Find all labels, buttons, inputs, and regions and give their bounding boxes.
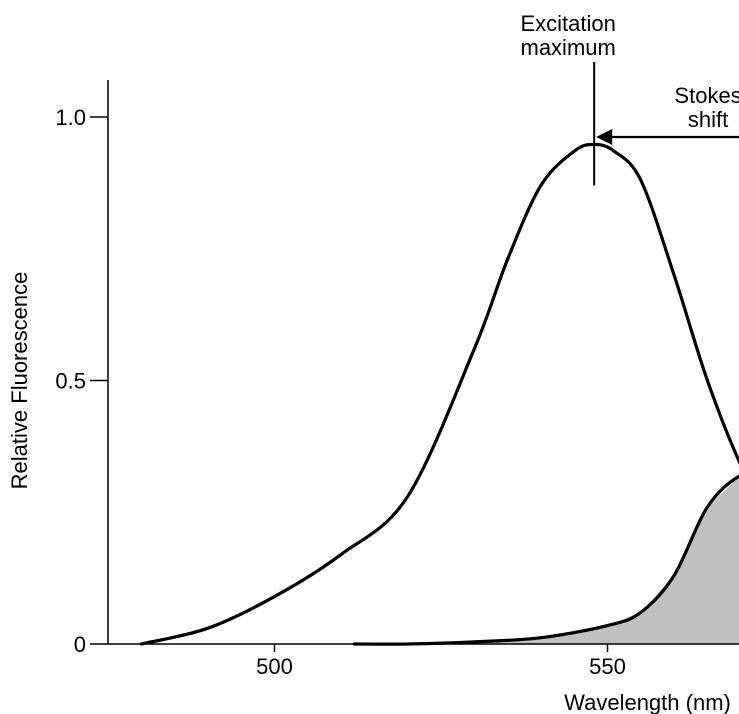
y-tick-label: 1.0 [55,105,86,130]
x-tick-label: 500 [256,654,293,679]
series-layer [139,142,739,646]
y-tick-label: 0.5 [55,369,86,394]
axis-layer: 50055060065000.51.0 [55,80,739,679]
annotation-layer: ExcitationmaximumEmissionmaximumStokessh… [520,11,739,186]
overlap-area [354,476,739,644]
overlap-fill-layer [354,476,739,644]
x-tick-label: 550 [589,654,626,679]
stokes-shift-label: Stokes shift [674,83,739,132]
stokes-shift-arrowhead-left [596,129,613,145]
x-axis-label: Wavelength (nm) [564,690,731,714]
y-tick-label: 0 [74,632,86,657]
excitation-curve [139,142,739,646]
excitation-maximum-label: Excitation maximum [520,11,615,60]
emission-curve [352,474,739,646]
y-axis-label: Relative Fluorescence [7,272,32,490]
